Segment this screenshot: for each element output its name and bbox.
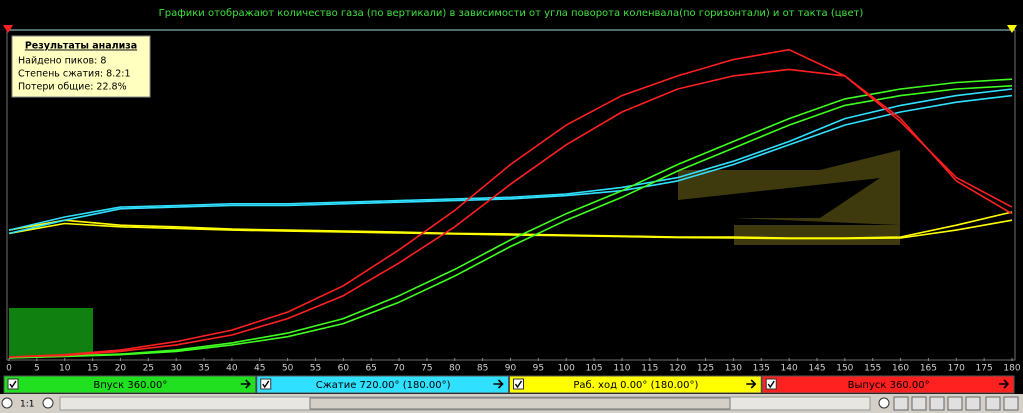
- zoom-out-button[interactable]: [1, 397, 13, 409]
- x-tick-label: 65: [365, 364, 376, 374]
- x-tick-label: 130: [725, 364, 742, 374]
- x-tick-label: 115: [641, 364, 658, 374]
- nav-button[interactable]: [1003, 396, 1019, 411]
- curve: [8, 219, 1013, 240]
- nav-button[interactable]: [893, 396, 909, 411]
- header-title: Графики отображают количество газа (по в…: [159, 8, 864, 19]
- x-tick-label: 170: [948, 364, 965, 374]
- x-tick-label: 15: [87, 364, 98, 374]
- phase-segment[interactable]: [761, 375, 1015, 394]
- curve: [8, 85, 1013, 359]
- curve: [8, 68, 1013, 358]
- phase-arrow[interactable]: [999, 379, 1010, 389]
- plot-frame: [6, 29, 1016, 361]
- zoom-in-button[interactable]: [42, 397, 54, 409]
- info-line: Потери общие: 22.8%: [18, 82, 127, 93]
- zone-shape: [678, 150, 900, 245]
- x-tick-label: 100: [558, 364, 575, 374]
- curve: [8, 88, 1013, 231]
- x-tick-label: 70: [393, 364, 405, 374]
- scroll-thumb[interactable]: [309, 397, 731, 410]
- x-tick-label: 25: [143, 364, 154, 374]
- phase-checkbox[interactable]: [513, 378, 524, 390]
- phase-segment[interactable]: [509, 375, 762, 394]
- x-axis: 0 5 10 15 20 25 30 35 40 45 50 55 60 65 70 75 80 85 90 95 10…: [6, 358, 1021, 374]
- info-title: Результаты анализа: [25, 41, 137, 52]
- x-tick-label: 85: [477, 364, 488, 374]
- x-tick-label: 60: [338, 364, 350, 374]
- x-tick-label: 50: [282, 364, 294, 374]
- x-tick-label: 0: [6, 364, 12, 374]
- end-marker[interactable]: [1007, 25, 1017, 33]
- x-tick-label: 145: [808, 364, 825, 374]
- x-tick-label: 150: [836, 364, 853, 374]
- x-tick-label: 75: [421, 364, 432, 374]
- phase-check: [262, 380, 270, 389]
- curve: [8, 78, 1013, 359]
- x-tick-label: 30: [170, 364, 182, 374]
- x-tick-label: 140: [781, 364, 798, 374]
- phase-arrow[interactable]: [746, 379, 757, 389]
- x-tick-label: 160: [892, 364, 909, 374]
- nav-button[interactable]: [929, 396, 945, 411]
- x-tick-label: 20: [115, 364, 127, 374]
- x-tick-label: 105: [585, 364, 602, 374]
- phase-arrow[interactable]: [240, 379, 251, 389]
- nav-button[interactable]: [985, 396, 1001, 411]
- x-tick-label: 40: [226, 364, 238, 374]
- x-tick-label: 10: [59, 364, 71, 374]
- phase-check: [767, 380, 775, 389]
- info-line: Степень сжатия: 8.2:1: [18, 69, 131, 80]
- plot: [8, 48, 1013, 359]
- phase-checkbox[interactable]: [7, 378, 19, 390]
- phase-bar: Впуск 360.00° Сжатие 720.00° (180.00°) Раб…: [3, 375, 1015, 394]
- x-tick-label: 55: [310, 364, 321, 374]
- phase-checkbox[interactable]: [765, 378, 777, 390]
- x-tick-label: 110: [613, 364, 630, 374]
- x-tick-label: 180: [1003, 364, 1020, 374]
- nav-button[interactable]: [878, 397, 890, 409]
- info-line: Найдено пиков: 8: [18, 56, 106, 67]
- nav-button[interactable]: [911, 396, 927, 411]
- x-tick-label: 35: [198, 364, 209, 374]
- zone-block: [9, 308, 93, 356]
- info-box: [11, 35, 151, 98]
- nav-button[interactable]: [947, 396, 963, 411]
- x-tick-label: 95: [533, 364, 544, 374]
- phase-arrow[interactable]: [493, 379, 504, 389]
- phase-check: [9, 380, 17, 389]
- x-tick-label: 165: [920, 364, 937, 374]
- x-tick-label: 80: [449, 364, 461, 374]
- x-tick-label: 175: [976, 364, 993, 374]
- x-tick-label: 125: [697, 364, 714, 374]
- phase-checkbox[interactable]: [260, 378, 272, 390]
- phase-label: Раб. ход 0.00° (180.00°): [573, 380, 698, 391]
- start-marker[interactable]: [3, 25, 13, 33]
- phase-label: Сжатие 720.00° (180.00°): [316, 380, 451, 391]
- phase-label: Выпуск 360.00°: [848, 380, 930, 391]
- phase-segment[interactable]: [256, 375, 509, 394]
- x-tick-label: 155: [864, 364, 881, 374]
- phase-label: Впуск 360.00°: [93, 380, 167, 391]
- x-tick-label: 135: [753, 364, 770, 374]
- x-tick-label: 90: [505, 364, 517, 374]
- x-tick-label: 45: [254, 364, 265, 374]
- x-tick-label: 120: [669, 364, 686, 374]
- curve: [8, 94, 1013, 235]
- nav-button[interactable]: [965, 396, 981, 411]
- phase-segment[interactable]: [3, 375, 257, 394]
- x-tick-label: 5: [34, 364, 40, 374]
- phase-check: [514, 380, 523, 389]
- zoom-label: 1:1: [20, 400, 34, 410]
